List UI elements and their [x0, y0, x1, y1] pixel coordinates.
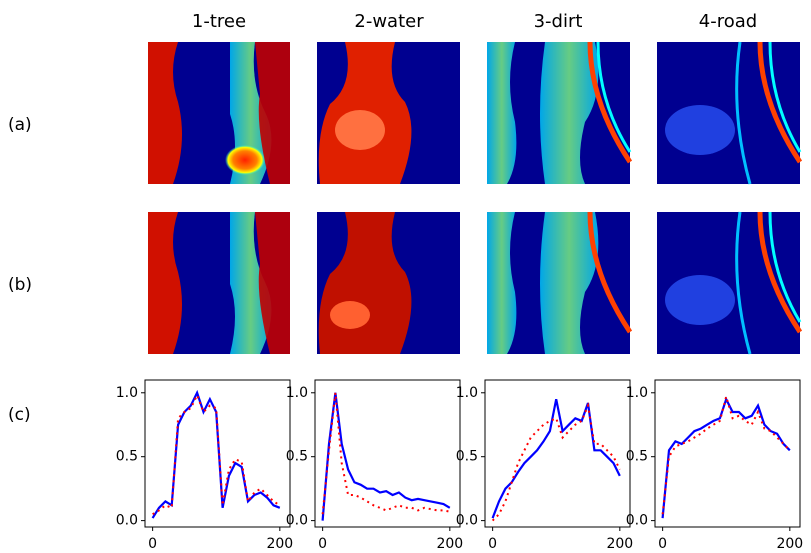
y-tick-label: 0.5: [456, 449, 478, 465]
y-tick-label: 0.5: [116, 449, 138, 465]
series-line: [491, 401, 621, 522]
x-tick-label: 200: [776, 536, 803, 552]
y-tick-label: 0.0: [116, 513, 138, 529]
y-tick-label: 1.0: [626, 385, 648, 401]
heatmap: [317, 42, 460, 184]
series-line: [321, 392, 451, 521]
plot-frame: [144, 379, 291, 528]
column-title: 4-road: [699, 11, 757, 32]
column-title: 3-dirt: [534, 11, 583, 32]
y-tick-label: 0.0: [286, 513, 308, 529]
plot-frame: [314, 379, 461, 528]
series-line: [661, 396, 791, 519]
heatmap: [657, 41, 803, 185]
heatmaps: [148, 41, 803, 355]
y-tick-label: 0.0: [456, 513, 478, 529]
heatmap: [317, 212, 460, 354]
heatmap: [487, 41, 633, 184]
x-tick-label: 0: [488, 536, 497, 552]
series-line: [491, 398, 621, 519]
x-tick-label: 0: [318, 536, 327, 552]
y-tick-label: 1.0: [456, 385, 478, 401]
column-title: 1-tree: [192, 11, 246, 32]
heatmap: [657, 211, 803, 355]
y-tick-label: 0.5: [626, 449, 648, 465]
row-label: (c): [8, 405, 31, 425]
series-line: [321, 392, 451, 515]
y-tick-label: 1.0: [116, 385, 138, 401]
x-tick-label: 0: [148, 536, 157, 552]
plot-frame: [484, 379, 631, 528]
x-tick-label: 0: [658, 536, 667, 552]
x-tick-label: 200: [436, 536, 463, 552]
x-tick-label: 200: [266, 536, 293, 552]
heatmap: [148, 42, 290, 184]
plot-frame: [654, 379, 801, 528]
heatmap: [148, 212, 290, 354]
column-title: 2-water: [354, 11, 424, 32]
series-line: [152, 392, 281, 516]
heatmap: [487, 211, 633, 354]
y-tick-label: 0.5: [286, 449, 308, 465]
series-line: [661, 392, 791, 515]
x-tick-label: 200: [606, 536, 633, 552]
y-tick-label: 1.0: [286, 385, 308, 401]
y-tick-label: 0.0: [626, 513, 648, 529]
row-label: (b): [8, 275, 32, 295]
row-label: (a): [8, 115, 32, 135]
